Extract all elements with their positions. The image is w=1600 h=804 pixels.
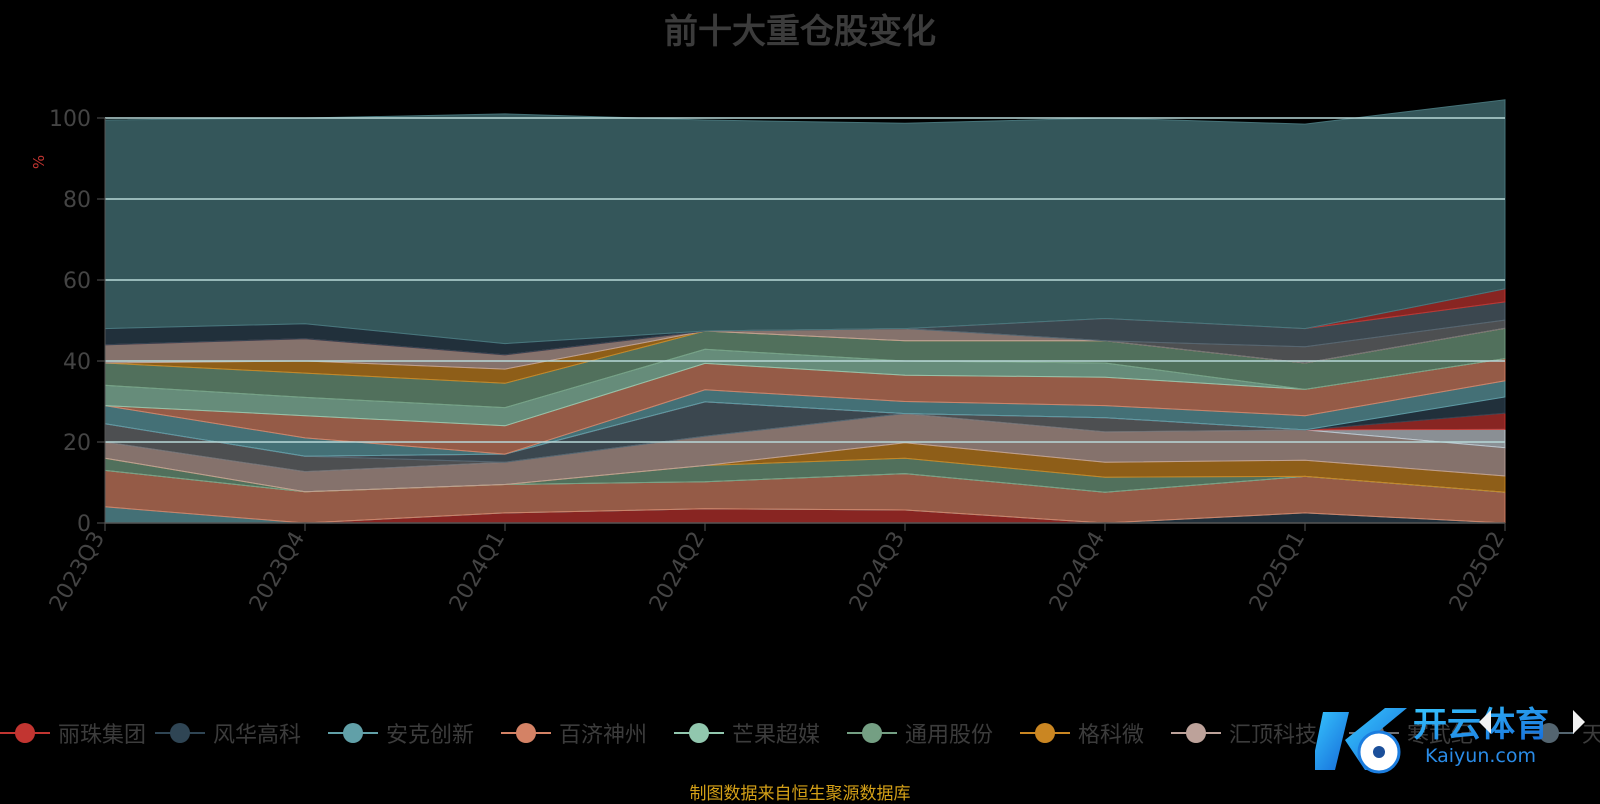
legend-swatch-icon [1171,723,1221,743]
legend-item[interactable]: 格科微 [1020,713,1144,753]
legend-item[interactable]: 安克创新 [328,713,474,753]
legend-label: 芒果超媒 [732,723,821,748]
legend-item[interactable]: 通用股份 [847,713,993,753]
legend-swatch-icon [847,723,897,743]
legend-label: 格科微 [1078,723,1145,748]
x-tick-label: 2025Q1 [1245,528,1310,616]
legend-item[interactable]: 芒果超媒 [674,713,820,753]
brand-text-cn: 开云体育 [1413,705,1549,745]
area-series-23 [104,99,1506,345]
x-tick-label: 2025Q2 [1445,528,1510,616]
legend-label: 丽珠集团 [58,723,147,748]
x-tick-label: 2023Q4 [245,528,310,616]
x-tick-label: 2024Q2 [645,528,710,616]
legend-next-page-icon [1573,710,1585,734]
y-tick-label: 100 [49,107,91,132]
y-tick-label: 80 [63,188,91,213]
legend-item[interactable]: 丽珠集团 [0,713,146,753]
legend-item[interactable]: 风华高科 [155,713,301,753]
legend-swatch-icon [155,723,205,743]
legend-label: 安克创新 [386,723,475,748]
legend-label: 百济神州 [559,723,648,748]
brand-text-en: Kaiyun.com [1425,745,1536,767]
area-layers [104,99,1506,524]
legend-item[interactable]: 天赐材料 [1524,713,1600,753]
y-tick-label: 40 [63,350,91,375]
legend-label: 天赐材料 [1582,723,1600,748]
legend-swatch-icon [1524,723,1574,743]
legend-label: 通用股份 [905,723,994,748]
brand-watermark: 开云体育 Kaiyun.com [1311,700,1600,790]
legend-prev-page-icon [1479,710,1491,734]
x-tick-label: 2023Q3 [45,528,110,616]
legend-label: 寒武纪 [1407,723,1474,748]
stacked-area-chart: 0 20 40 60 80 100 2023Q3 2023Q4 2024Q1 2024Q2 2024… [30,99,1510,616]
brand-logo-icon: 开云体育 Kaiyun.com [1311,705,1585,774]
legend: 丽珠集团 风华高科 安克创新 百济神州 芒果超媒 通用股份 格科微 汇顶科技 寒武纪 天赐材料 [0,713,1600,753]
x-tick-label: 2024Q3 [845,528,910,616]
legend-swatch-icon [328,723,378,743]
data-source-note: 制图数据来自恒生聚源数据库 [689,784,911,804]
legend-swatch-icon [0,723,50,743]
legend-label: 风华高科 [213,723,302,748]
x-tick-label: 2024Q4 [1045,528,1110,616]
x-tick-label: 2024Q1 [445,528,510,616]
legend-label: 汇顶科技 [1229,723,1318,748]
legend-item[interactable]: 百济神州 [501,713,647,753]
legend-swatch-icon [501,723,551,743]
legend-swatch-icon [1020,723,1070,743]
legend-swatch-icon [674,723,724,743]
y-axis-label: % [30,155,48,169]
legend-item[interactable]: 汇顶科技 [1171,713,1317,753]
y-tick-label: 20 [63,431,91,456]
y-tick-label: 60 [63,269,91,294]
chart-title: 前十大重仓股变化 [664,12,936,52]
y-tick-label: 0 [77,512,91,537]
grid-lines [105,117,1505,443]
